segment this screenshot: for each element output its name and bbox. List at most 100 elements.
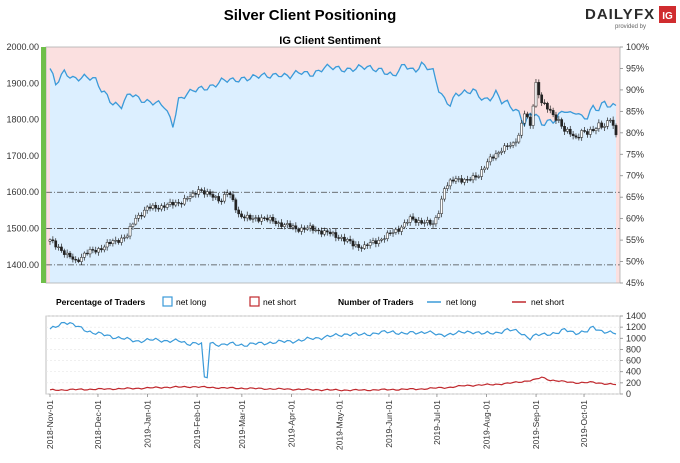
candle-body: [320, 230, 323, 235]
candle-body: [400, 226, 403, 232]
candle-body: [394, 229, 398, 233]
candle-body: [82, 252, 86, 258]
candle-body: [423, 222, 426, 224]
candle-body: [466, 179, 469, 181]
candle-body: [188, 196, 192, 199]
candle-body: [371, 240, 375, 243]
candle-body: [91, 249, 95, 251]
candle-body: [445, 185, 449, 189]
candle-body: [374, 240, 378, 244]
candle-body: [474, 175, 478, 178]
percent-tick-label: 50%: [626, 257, 644, 267]
candle-body: [162, 205, 166, 208]
candle-body: [248, 214, 252, 220]
candle-body: [431, 223, 435, 225]
candle-body: [483, 167, 486, 170]
legend-pct-net-long: net long: [176, 297, 207, 307]
percent-tick-label: 65%: [626, 192, 644, 202]
candle-body: [506, 145, 509, 147]
candle-body: [603, 126, 606, 128]
date-tick-label: 2019-Jul-01: [432, 400, 442, 445]
legend-group-number: Number of Traders: [338, 297, 414, 307]
sentiment-area-long: [50, 62, 616, 284]
reference-lines: [46, 191, 620, 266]
candle-body: [177, 202, 180, 204]
date-tick-label: 2019-Aug-01: [481, 400, 491, 449]
candle-body: [560, 119, 564, 127]
candle-body: [563, 126, 566, 132]
candle-body: [580, 130, 584, 138]
percent-tick-label: 80%: [626, 128, 644, 138]
candle-body: [154, 204, 158, 209]
candle-body: [543, 102, 546, 104]
candle-body: [94, 250, 98, 253]
legend-num-net-long: net long: [446, 297, 477, 307]
candle-body: [428, 219, 432, 225]
candle-body: [165, 204, 169, 208]
candle-body: [297, 228, 301, 232]
date-tick-label: 2018-Nov-01: [45, 400, 55, 449]
candle-body: [528, 116, 532, 126]
candle-body: [51, 239, 55, 242]
candle-body: [197, 189, 200, 195]
candle-body: [314, 229, 318, 232]
price-axis: 2000.00 1900.00 1800.00 1700.00 1600.00 1500.…: [6, 42, 39, 270]
traders-tick-label: 1000: [626, 333, 646, 343]
percent-tick-label: 95%: [626, 63, 644, 73]
traders-tick-label: 200: [626, 378, 641, 388]
price-sentiment-panel: IG Client Sentiment 2000.00 1900.00 1800.0…: [6, 35, 649, 288]
candle-body: [240, 213, 243, 218]
candle-body: [263, 217, 266, 219]
candle-body: [337, 237, 341, 239]
candle-body: [214, 196, 218, 198]
candle-body: [434, 217, 438, 225]
candle-body: [577, 136, 581, 139]
candle-body: [457, 178, 461, 180]
candle-body: [606, 120, 609, 127]
candle-body: [205, 191, 209, 195]
logo-tagline: provided by: [615, 24, 646, 30]
price-tick-label: 1600.00: [6, 187, 39, 197]
candle-body: [571, 133, 575, 137]
candle-body: [520, 122, 524, 136]
candle-body: [325, 230, 329, 233]
candle-body: [48, 239, 52, 242]
candle-body: [331, 232, 335, 235]
candle-body: [231, 194, 235, 201]
panel-title: IG Client Sentiment: [279, 35, 381, 47]
candle-body: [368, 242, 372, 246]
candle-body: [608, 119, 612, 122]
legend-pct-net-short: net short: [263, 297, 297, 307]
candle-body: [517, 134, 521, 143]
candle-body: [554, 114, 558, 121]
candle-body: [85, 252, 89, 255]
percent-tick-label: 45%: [626, 278, 644, 288]
candle-body: [237, 209, 241, 215]
candle-body: [323, 230, 326, 235]
candle-body: [594, 128, 598, 132]
candle-body: [265, 217, 269, 221]
percent-tick-label: 85%: [626, 106, 644, 116]
candle-body: [340, 236, 343, 239]
candle-body: [120, 237, 123, 243]
candle-body: [274, 220, 278, 224]
percent-tick-label: 90%: [626, 85, 644, 95]
candle-body: [480, 169, 483, 177]
candle-body: [200, 189, 203, 191]
price-tick-label: 2000.00: [6, 42, 39, 52]
candle-body: [180, 203, 183, 205]
date-tick-label: 2019-Jan-01: [143, 400, 153, 448]
candle-body: [300, 227, 303, 232]
candle-body: [437, 213, 441, 218]
traders-tick-label: 1400: [626, 311, 646, 321]
candle-body: [440, 198, 443, 214]
candle-body: [534, 82, 538, 107]
candle-body: [145, 206, 149, 211]
candle-body: [277, 222, 281, 224]
candle-body: [411, 216, 415, 220]
candle-body: [574, 135, 578, 138]
candle-body: [134, 218, 138, 225]
candle-body: [194, 193, 198, 195]
candle-body: [128, 226, 132, 237]
